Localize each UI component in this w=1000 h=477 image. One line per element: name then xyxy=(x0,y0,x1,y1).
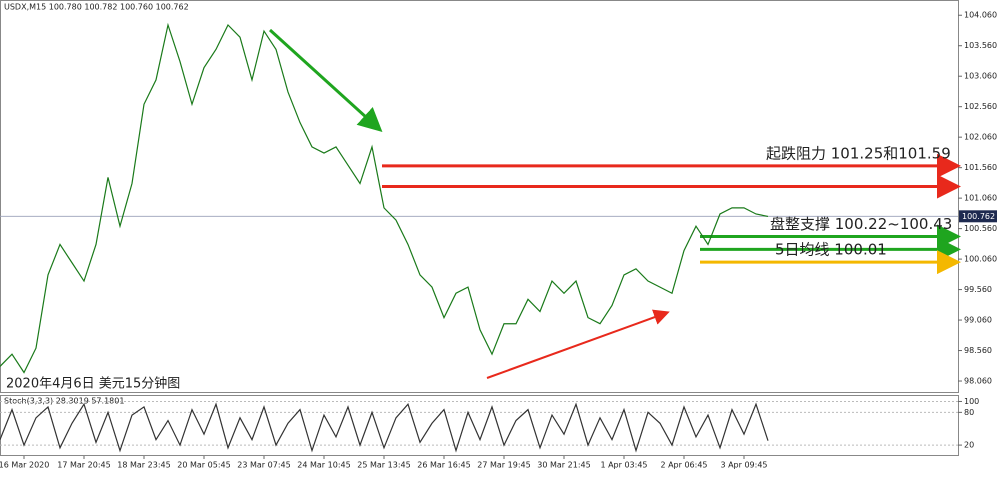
chart-title: USDX,M15 100.780 100.782 100.760 100.762 xyxy=(4,3,189,12)
x-tick-label: 23 Mar 07:45 xyxy=(237,461,290,470)
price-line xyxy=(0,22,769,374)
annotation: 盘整支撑 100.22~100.43 xyxy=(770,215,952,233)
x-tick-label: 27 Mar 19:45 xyxy=(477,461,530,470)
y-tick-label: 101.060 xyxy=(964,194,997,203)
y-tick-label: 100.060 xyxy=(964,255,997,264)
x-tick-label: 1 Apr 03:45 xyxy=(600,461,647,470)
y-tick-label: 99.060 xyxy=(964,316,992,325)
x-tick-label: 2 Apr 06:45 xyxy=(660,461,707,470)
x-tick-label: 24 Mar 10:45 xyxy=(297,461,350,470)
annotation: 起跌阻力 101.25和101.59 xyxy=(766,144,951,162)
sub-panel xyxy=(0,395,959,456)
x-tick-label: 16 Mar 2020 xyxy=(0,461,49,470)
y-tick-label: 98.560 xyxy=(964,346,992,355)
last-price-box xyxy=(959,210,997,223)
y-tick-label: 104.060 xyxy=(964,11,997,20)
x-tick-label: 17 Mar 20:45 xyxy=(57,461,110,470)
y-tick-label: 102.560 xyxy=(964,102,997,111)
y-tick-label: 103.560 xyxy=(964,41,997,50)
x-tick-label: 26 Mar 16:45 xyxy=(417,461,470,470)
y-tick-label: 20 xyxy=(964,441,974,450)
y-tick-label: 102.060 xyxy=(964,133,997,142)
caption: 2020年4月6日 美元15分钟图 xyxy=(6,376,180,392)
y-tick-label: 80 xyxy=(964,408,974,417)
y-tick-label: 100.560 xyxy=(964,224,997,233)
x-tick-label: 25 Mar 13:45 xyxy=(357,461,410,470)
y-tick-label: 100 xyxy=(964,397,979,406)
y-tick-label: 103.060 xyxy=(964,72,997,81)
main-panel xyxy=(0,0,959,393)
x-tick-label: 30 Mar 21:45 xyxy=(537,461,590,470)
trend-arrow xyxy=(486,309,670,379)
y-tick-label: 99.560 xyxy=(964,285,992,294)
trend-arrow xyxy=(268,28,383,133)
x-tick-label: 3 Apr 09:45 xyxy=(720,461,767,470)
x-tick-label: 18 Mar 23:45 xyxy=(117,461,170,470)
annotation: 5日均线 100.01 xyxy=(775,241,887,259)
price-line xyxy=(0,402,769,453)
y-tick-label: 101.560 xyxy=(964,163,997,172)
x-tick-label: 20 Mar 05:45 xyxy=(177,461,230,470)
last-price-label: 100.762 xyxy=(962,212,995,221)
y-tick-label: 98.060 xyxy=(964,377,992,386)
